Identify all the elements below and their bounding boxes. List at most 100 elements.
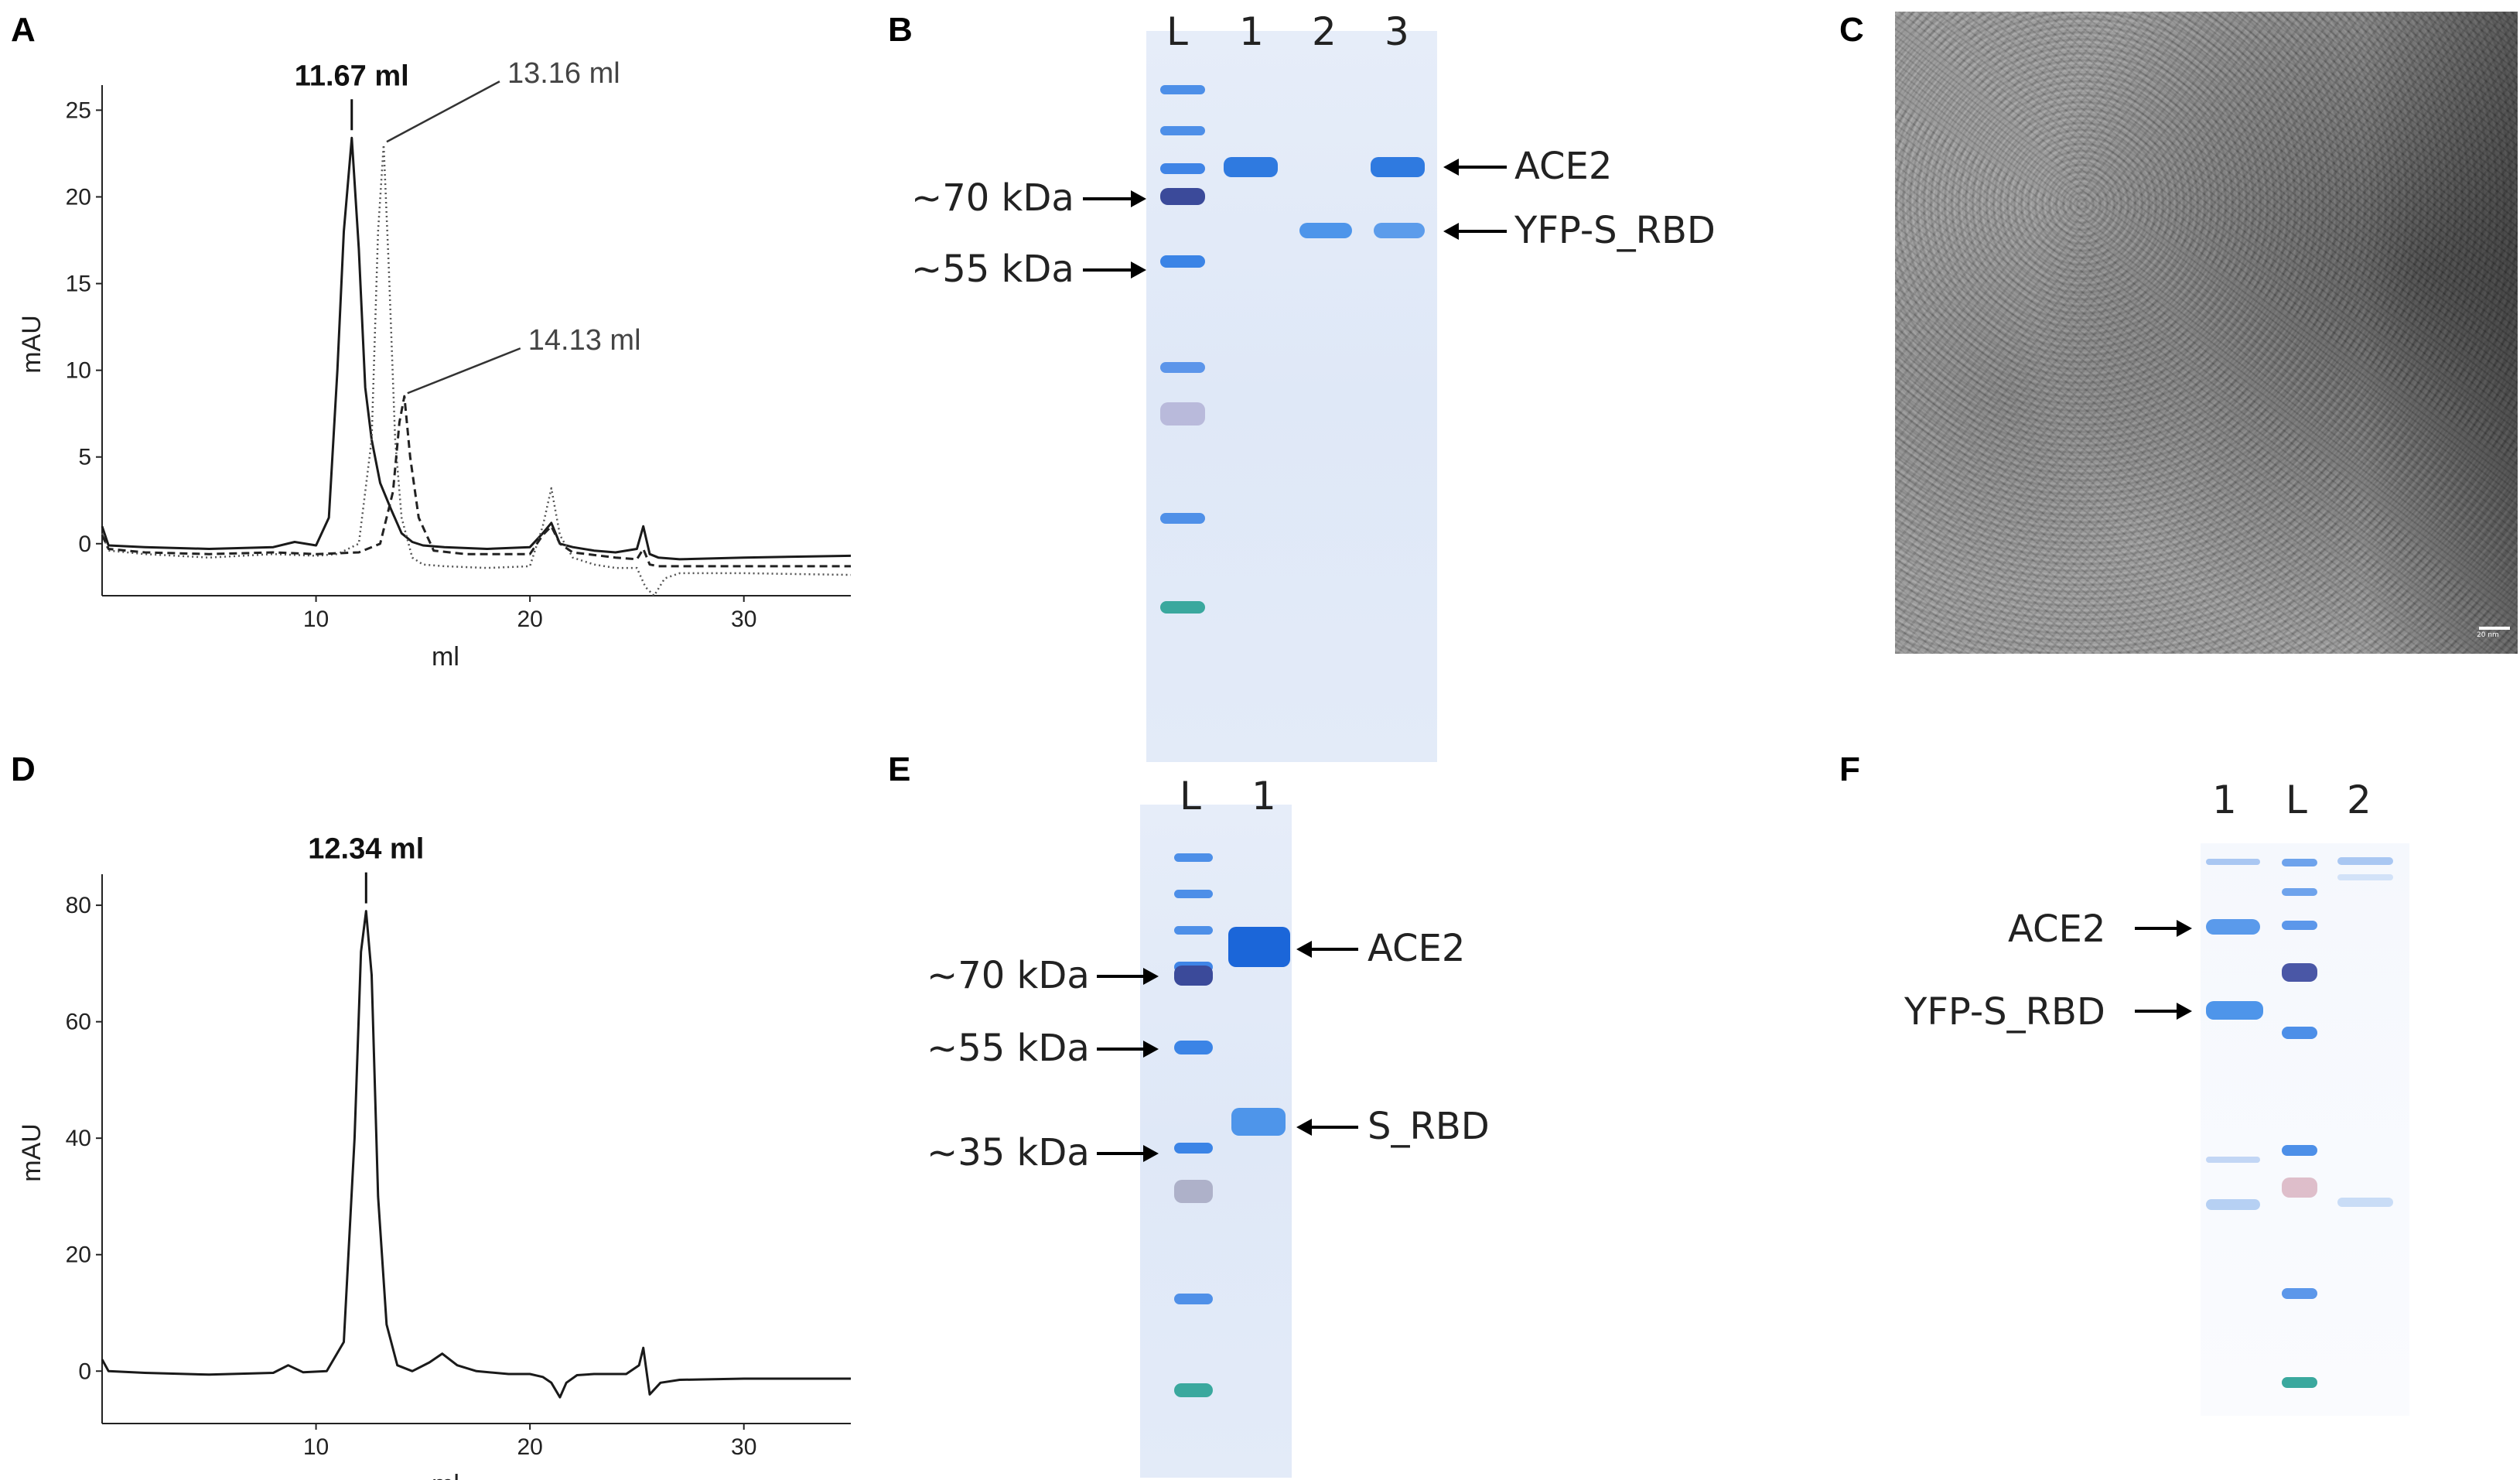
y-axis-label: mAU: [17, 1123, 46, 1182]
panel-letter-f: F: [1839, 750, 1860, 788]
marker-label: ~55 kDa: [927, 1027, 1090, 1070]
gel-e: [1140, 805, 1292, 1478]
x-tick-label: 20: [517, 607, 542, 632]
ladder-band: [1160, 601, 1205, 614]
x-axis-label: ml: [432, 642, 459, 665]
ladder-band: [2282, 1145, 2317, 1156]
faint-band: [2206, 859, 2260, 865]
rbd-band: [2206, 1001, 2263, 1020]
x-tick-label: 20: [517, 1434, 542, 1460]
band-label: YFP-S_RBD: [1514, 209, 1716, 252]
ladder-band: [2282, 963, 2317, 982]
ladder-band: [1174, 1383, 1213, 1397]
ladder-band: [2282, 1178, 2317, 1198]
gel-b-lane-label: 3: [1385, 9, 1409, 54]
gel-f-lane-label: L: [2286, 778, 2307, 822]
ladder-band: [2282, 1027, 2317, 1039]
ladder-band: [2282, 888, 2317, 896]
y-tick-label: 25: [66, 97, 91, 123]
y-tick-label: 10: [66, 358, 91, 384]
peak-label: 11.67 ml: [295, 60, 409, 92]
peak-label: 12.34 ml: [308, 833, 424, 866]
ladder-band: [1160, 255, 1205, 268]
cryo-em-micrograph: 20 nm: [1895, 12, 2518, 654]
panel-letter-b: B: [888, 11, 913, 49]
marker-arrow: [1097, 1145, 1159, 1162]
gel-b-lane-label: 1: [1239, 9, 1264, 54]
band-label: S_RBD: [1368, 1105, 1490, 1148]
x-tick-label: 10: [303, 607, 329, 632]
gel-f-lane-label: 2: [2347, 778, 2371, 822]
gel-b-lane-label: 2: [1312, 9, 1337, 54]
ace2-band: [1224, 157, 1278, 177]
faint-band: [2206, 1199, 2260, 1210]
gel-e-lane-label: 1: [1251, 774, 1276, 819]
marker-arrow: [1097, 968, 1159, 985]
ladder-band: [1160, 163, 1205, 174]
y-tick-label: 60: [66, 1010, 91, 1035]
y-tick-label: 20: [66, 1242, 91, 1268]
x-tick-label: 30: [731, 1434, 756, 1460]
series-line-dotted: [101, 143, 852, 597]
ladder-band: [1160, 126, 1205, 135]
gel-f-lane-label: 1: [2212, 778, 2237, 822]
ladder-band: [1174, 1294, 1213, 1304]
faint-band: [2337, 1198, 2393, 1207]
marker-label: ~55 kDa: [911, 248, 1074, 291]
ace2-band: [1228, 927, 1290, 967]
series-line-solid: [101, 910, 851, 1399]
ladder-band: [1174, 853, 1213, 862]
band-label: ACE2: [1514, 145, 1613, 188]
band-label: YFP-S_RBD: [1904, 990, 2105, 1034]
scale-bar: [2479, 627, 2510, 630]
band-arrow: [2135, 920, 2192, 937]
ladder-band: [1160, 85, 1205, 94]
series-line-dashed: [101, 395, 851, 568]
y-tick-label: 20: [66, 184, 91, 210]
ladder-band: [2282, 1377, 2317, 1388]
gel-b-lane-label: L: [1166, 9, 1188, 54]
y-tick-label: 0: [78, 532, 91, 557]
ace2-band: [1371, 157, 1425, 177]
band-arrow: [1296, 941, 1358, 958]
y-axis-label: mAU: [17, 315, 46, 374]
chromatogram-d: 10 20 30 0 20 40 60 80 ml mAU 12.34 ml: [17, 833, 851, 1480]
scale-bar-label: 20 nm: [2477, 631, 2499, 639]
band-label: ACE2: [1368, 927, 1466, 970]
series-line-solid: [101, 136, 852, 561]
rbd-band: [1299, 223, 1352, 238]
ladder-band: [1174, 966, 1213, 986]
faint-band: [2206, 1157, 2260, 1163]
ladder-band: [1160, 402, 1205, 426]
panel-letter-e: E: [888, 750, 911, 788]
x-axis-label: ml: [432, 1470, 459, 1480]
ladder-band: [2282, 921, 2317, 930]
faint-band: [2337, 874, 2393, 880]
ladder-band: [1160, 188, 1205, 205]
gel-f: [2201, 843, 2409, 1416]
marker-arrow: [1097, 1041, 1159, 1058]
x-tick-label: 30: [731, 607, 756, 632]
x-tick-label: 10: [303, 1434, 329, 1460]
gel-e-lane-label: L: [1180, 774, 1201, 819]
marker-label: ~70 kDa: [911, 176, 1074, 220]
ladder-band: [1160, 362, 1205, 373]
band-arrow: [2135, 1003, 2192, 1020]
ladder-band: [1174, 926, 1213, 935]
panel-letter-c: C: [1839, 11, 1864, 49]
marker-arrow: [1083, 190, 1146, 207]
chromatogram-a: 10 20 30 0 5 10 15 20 25 ml mAU 11.67 ml 13.16 ml 14.…: [17, 57, 852, 665]
ladder-band: [1174, 1180, 1213, 1203]
peak-leader: [407, 347, 521, 395]
band-label: ACE2: [2008, 907, 2106, 951]
panel-letter-d: D: [11, 750, 36, 788]
ladder-band: [2282, 859, 2317, 866]
ace2-band: [2206, 919, 2260, 935]
peak-leader: [386, 80, 500, 143]
y-tick-label: 80: [66, 893, 91, 918]
band-arrow: [1443, 223, 1507, 240]
panel-letter-a: A: [11, 11, 36, 49]
marker-arrow: [1083, 261, 1146, 279]
band-arrow: [1443, 159, 1507, 176]
marker-label: ~70 kDa: [927, 954, 1090, 997]
